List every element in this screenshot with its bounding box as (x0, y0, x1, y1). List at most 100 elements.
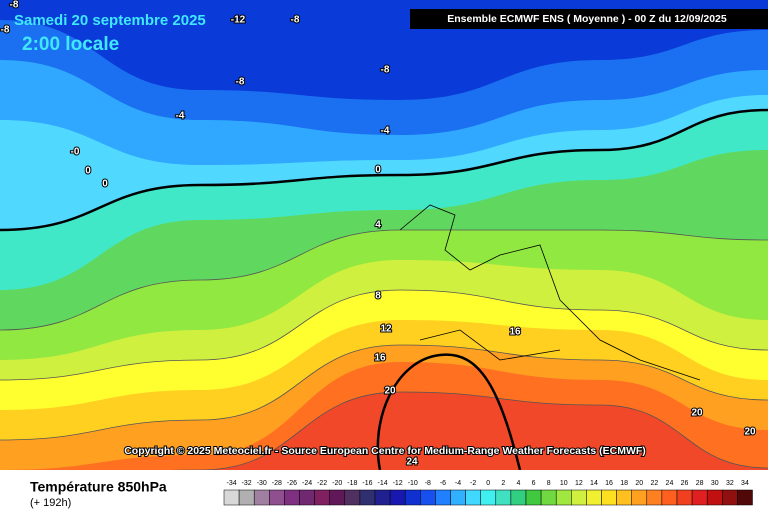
scale-swatch (646, 489, 663, 506)
contour-label: -4 (381, 126, 390, 137)
scale-swatch (661, 489, 678, 506)
scale-swatch (722, 489, 738, 506)
scale-swatch (329, 489, 346, 506)
scale-label: -12 (393, 480, 403, 487)
scale-swatch (510, 489, 527, 506)
map-date: Samedi 20 septembre 2025 (14, 12, 206, 29)
isotherm (0, 229, 768, 331)
scale-label: 30 (711, 480, 719, 487)
contour-label: 12 (380, 324, 392, 335)
temperature-band (0, 392, 768, 480)
scale-label: 18 (620, 480, 628, 487)
scale-swatch (344, 489, 361, 506)
contour-label: 0 (102, 179, 108, 190)
scale-label: -14 (377, 480, 387, 487)
scale-swatch (465, 489, 481, 506)
contour-label: 24 (406, 457, 418, 468)
scale-label: -20 (332, 480, 342, 487)
scale-label: 8 (547, 480, 551, 487)
scale-swatch (404, 489, 421, 506)
scale-label: -28 (272, 480, 282, 487)
scale-swatch (525, 489, 542, 506)
scale-label: 0 (486, 480, 490, 487)
temperature-bands (0, 20, 768, 480)
variable-label: Température 850hPa (30, 479, 167, 495)
scale-swatch (389, 489, 406, 506)
scale-label: 2 (501, 480, 505, 487)
map-time: 2:00 locale (22, 34, 119, 55)
scale-swatch (299, 489, 315, 506)
scale-swatch (631, 489, 648, 506)
scale-swatch (480, 489, 497, 506)
contour-label: 0 (85, 166, 91, 177)
scale-label: -8 (425, 480, 431, 487)
scale-swatch (586, 489, 602, 506)
contour-label: -8 (236, 77, 245, 88)
scale-label: 34 (741, 480, 749, 487)
header-box (410, 9, 768, 29)
scale-swatch (253, 489, 270, 506)
lead-time: (+ 192h) (30, 497, 71, 509)
scale-label: 16 (605, 480, 613, 487)
contour-label: 4 (375, 220, 381, 231)
scale-swatch (238, 489, 255, 506)
scale-label: 12 (575, 480, 583, 487)
scale-label: -30 (257, 480, 267, 487)
scale-swatch (223, 489, 240, 506)
scale-label: 4 (516, 480, 520, 487)
scale-swatch (495, 489, 512, 506)
scale-label: -4 (455, 480, 461, 487)
scale-label: 28 (696, 480, 704, 487)
scale-swatch (601, 489, 617, 506)
contour-label: -8 (291, 15, 300, 26)
contour-label: -8 (381, 65, 390, 76)
contour-label: 20 (744, 427, 756, 438)
scale-label: 32 (726, 480, 734, 487)
contour-label: -0 (71, 147, 80, 158)
scale-swatch (450, 489, 466, 506)
scale-label: 14 (590, 480, 598, 487)
scale-swatch (540, 489, 557, 506)
scale-label: -10 (408, 480, 418, 487)
contour-label: 8 (375, 291, 381, 302)
scale-label: 22 (650, 480, 658, 487)
scale-swatch (420, 489, 436, 506)
scale-label: 6 (532, 480, 536, 487)
contour-label: -4 (176, 111, 185, 122)
scale-swatch (555, 489, 572, 506)
contour-label: -8 (1, 25, 10, 36)
copyright: Copyright © 2025 Meteociel.fr - Source E… (124, 445, 646, 457)
scale-swatch (284, 489, 300, 506)
scale-swatch (359, 489, 376, 506)
scale-swatch (737, 489, 753, 506)
header-text: Ensemble ECMWF ENS ( Moyenne ) - 00 Z du… (447, 13, 727, 25)
scale-label: -6 (440, 480, 446, 487)
isotherm (0, 289, 768, 381)
contour-label: -8 (10, 0, 19, 11)
contour-label: 20 (691, 408, 703, 419)
scale-label: -32 (242, 480, 252, 487)
contour-label: 0 (375, 165, 381, 176)
color-scale: -34 -32 -30 -28 -26 -24 -22 -20 -18 -16 -14 -12 -10-… (223, 480, 753, 506)
scale-label: 20 (635, 480, 643, 487)
scale-label: -34 (226, 480, 236, 487)
isotherm (0, 108, 768, 232)
scale-swatch (314, 489, 330, 506)
scale-label: -26 (287, 480, 297, 487)
isotherm (376, 353, 522, 471)
scale-label: 24 (666, 480, 674, 487)
scale-label: -22 (317, 480, 327, 487)
scale-swatch (269, 489, 285, 506)
scale-swatch (571, 489, 587, 506)
contour-label: -12 (231, 15, 246, 26)
scale-swatch (435, 489, 451, 506)
scale-label: -24 (302, 480, 312, 487)
scale-label: 26 (681, 480, 689, 487)
coastline (399, 204, 701, 381)
scale-swatch (691, 489, 708, 506)
scale-swatch (374, 489, 391, 506)
contour-label: 16 (509, 327, 521, 338)
